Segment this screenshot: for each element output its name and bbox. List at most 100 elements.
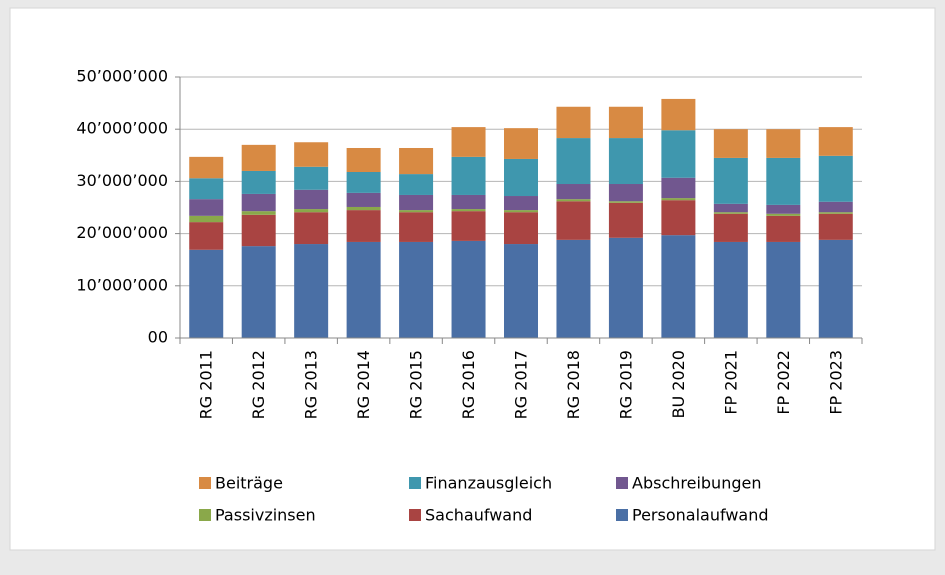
- bar-segment: [346, 192, 381, 207]
- bar-segment: [451, 127, 486, 157]
- legend-swatch: [409, 477, 421, 489]
- bar-segment: [766, 204, 801, 214]
- legend-label: Abschreibungen: [632, 474, 761, 493]
- bar-segment: [608, 237, 643, 338]
- bar-segment: [608, 138, 643, 185]
- x-tick-label: RG 2011: [197, 350, 216, 419]
- bar-segment: [766, 241, 801, 338]
- bar-segment: [556, 138, 591, 185]
- bar-segment: [241, 246, 276, 338]
- x-tick-label: RG 2013: [302, 350, 321, 419]
- x-tick-label: RG 2015: [407, 350, 426, 419]
- bar-segment: [661, 198, 696, 201]
- bar-segment: [556, 239, 591, 338]
- bar-segment: [713, 157, 748, 204]
- legend-swatch: [199, 509, 211, 521]
- bar-segment: [608, 184, 643, 202]
- y-tick-label: 40’000’000: [76, 119, 168, 138]
- bar-segment: [608, 201, 643, 203]
- legend-label: Beiträge: [215, 474, 283, 493]
- bar-segment: [766, 157, 801, 205]
- legend-swatch: [199, 477, 211, 489]
- x-tick-label: RG 2014: [354, 350, 373, 419]
- bar-segment: [608, 106, 643, 139]
- bar-segment: [713, 212, 748, 214]
- y-tick-label: 00: [148, 328, 168, 347]
- bar-segment: [661, 235, 696, 338]
- bar-segment: [818, 201, 853, 213]
- x-tick-label: FP 2023: [826, 350, 845, 415]
- bar-segment: [661, 177, 696, 199]
- bar-segment: [189, 249, 224, 338]
- bar-segment: [504, 196, 538, 211]
- bar-segment: [451, 209, 486, 212]
- x-tick-label: RG 2012: [249, 350, 268, 419]
- bar-segment: [294, 166, 329, 190]
- bar-segment: [189, 178, 224, 200]
- legend-swatch: [616, 509, 628, 521]
- x-tick-label: BU 2020: [669, 350, 688, 419]
- x-tick-label: RG 2018: [564, 350, 583, 419]
- bar-segment: [818, 213, 853, 240]
- bar-segment: [241, 144, 276, 171]
- legend-swatch: [616, 477, 628, 489]
- bar-segment: [399, 210, 434, 213]
- bar-segment: [766, 215, 801, 242]
- bar-segment: [713, 129, 748, 158]
- bar-segment: [504, 244, 538, 338]
- bar-segment: [818, 212, 853, 214]
- legend-swatch: [409, 509, 421, 521]
- bar-segment: [399, 194, 434, 211]
- bar-segment: [241, 214, 276, 247]
- bar-segment: [399, 174, 434, 195]
- bar-segment: [766, 213, 801, 216]
- legend-label: Personalaufwand: [632, 506, 769, 525]
- y-tick-label: 10’000’000: [76, 275, 168, 294]
- bar-segment: [451, 240, 486, 338]
- bar-segment: [451, 156, 486, 195]
- x-tick-label: RG 2016: [459, 350, 478, 419]
- bar-segment: [661, 98, 696, 131]
- bar-segment: [504, 212, 538, 245]
- bar-segment: [661, 200, 696, 236]
- x-tick-label: RG 2017: [512, 350, 531, 419]
- x-tick-label: FP 2022: [774, 350, 793, 415]
- bar-segment: [504, 158, 538, 197]
- bar-segment: [189, 215, 224, 223]
- bar-segment: [713, 213, 748, 242]
- bar-segment: [713, 203, 748, 213]
- bar-segment: [556, 106, 591, 139]
- bar-segment: [451, 211, 486, 241]
- bar-segment: [241, 170, 276, 194]
- bar-segment: [294, 142, 329, 167]
- bar-segment: [451, 194, 486, 210]
- bar-segment: [504, 210, 538, 213]
- bar-segment: [241, 211, 276, 215]
- bar-segment: [818, 239, 853, 338]
- bar-segment: [294, 244, 329, 338]
- bar-segment: [608, 202, 643, 238]
- bar-segment: [346, 210, 381, 242]
- bar-segment: [399, 241, 434, 338]
- legend-label: Finanzausgleich: [425, 474, 552, 493]
- x-tick-label: FP 2021: [721, 350, 740, 415]
- bar-segment: [766, 129, 801, 158]
- legend-label: Passivzinsen: [215, 506, 316, 525]
- legend-label: Sachaufwand: [425, 506, 532, 525]
- bar-segment: [556, 184, 591, 200]
- bar-segment: [818, 127, 853, 156]
- bar-segment: [818, 155, 853, 202]
- bar-segment: [189, 199, 224, 216]
- bar-segment: [399, 147, 434, 175]
- bar-segment: [241, 193, 276, 212]
- bar-segment: [294, 189, 329, 210]
- x-tick-label: RG 2019: [616, 350, 635, 419]
- bar-segment: [294, 212, 329, 245]
- bar-segment: [556, 199, 591, 202]
- bar-segment: [189, 156, 224, 179]
- bar-segment: [346, 206, 381, 211]
- bar-segment: [504, 128, 538, 159]
- bar-segment: [661, 130, 696, 178]
